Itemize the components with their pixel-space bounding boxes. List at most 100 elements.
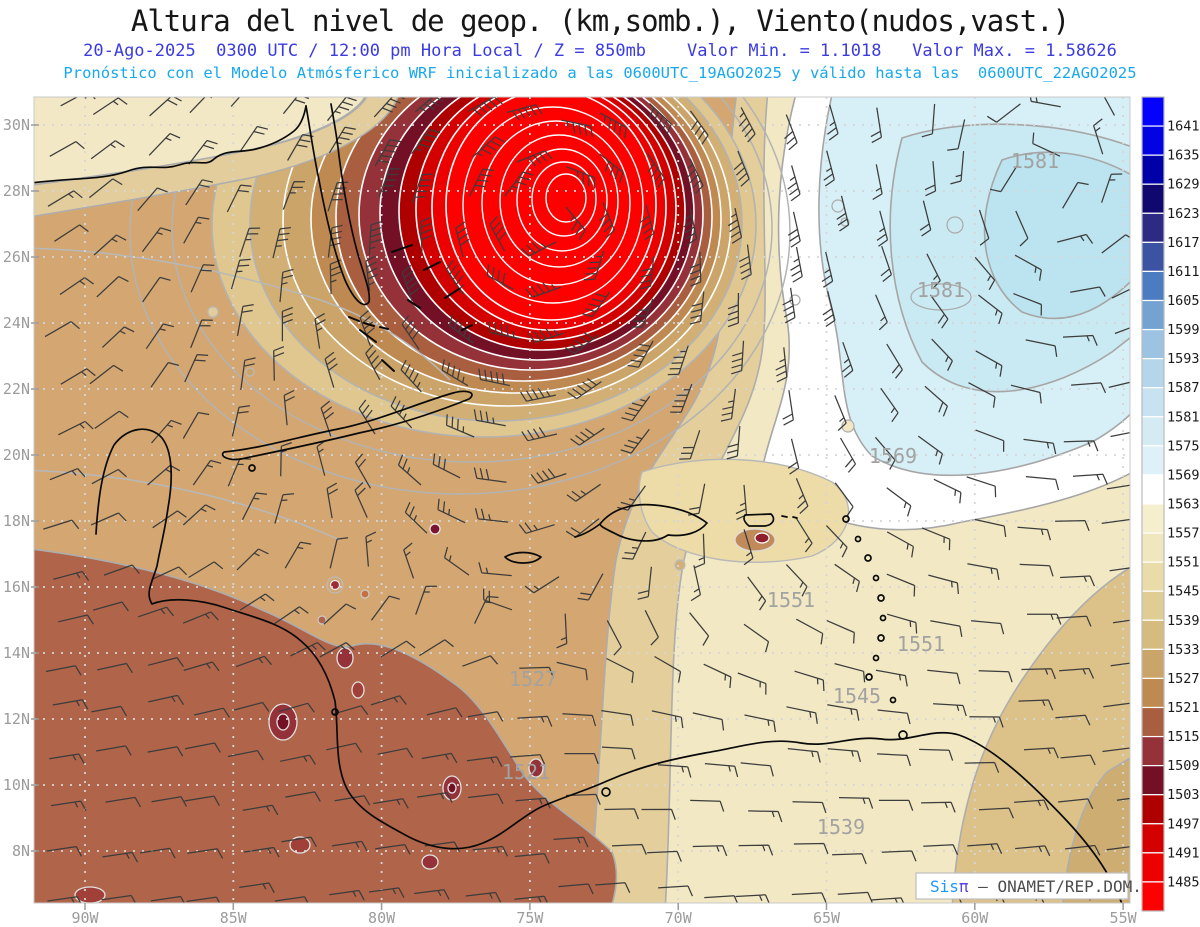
colorbar-cell — [1141, 241, 1165, 273]
coast-puerto-rico — [743, 513, 798, 527]
hispaniola-pocket — [638, 458, 850, 563]
wind-barb — [726, 426, 741, 460]
wind-barb — [525, 282, 562, 298]
colorbar-cell — [1141, 677, 1165, 709]
wind-barb — [516, 150, 553, 167]
wind-barb — [978, 807, 1014, 819]
wind-barb — [931, 338, 953, 371]
colorbar-tick-label: 1605 — [1167, 293, 1200, 309]
colorbar-tick-label: 1485 — [1167, 874, 1200, 890]
lat-tick-label: 20N — [3, 446, 30, 464]
wind-barb — [1015, 210, 1029, 247]
wind-barb — [411, 173, 434, 204]
wind-barb — [403, 542, 415, 579]
wind-barb — [320, 400, 334, 437]
wind-barb — [654, 655, 682, 683]
colorbar-cell — [1141, 445, 1165, 476]
wind-barb — [518, 522, 555, 534]
speckle-contours — [207, 199, 972, 625]
wind-barb — [738, 107, 756, 143]
wind-barb — [506, 104, 543, 121]
wind-barb — [886, 531, 915, 558]
wind-barb — [150, 895, 185, 903]
axis-labels: 30N 28N 26N 24N 22N 20N 18N 16N 14N 12N 10N 8N 90W 85… — [3, 116, 1138, 927]
colorbar-cell — [1141, 212, 1165, 243]
wind-barb — [823, 150, 835, 187]
wind-barb — [49, 753, 85, 764]
wind-barb — [147, 746, 184, 757]
wind-barb — [704, 895, 739, 903]
wind-barb — [482, 588, 513, 611]
wind-barb — [880, 387, 899, 423]
wind-barb — [647, 850, 682, 862]
wind-barb — [239, 882, 275, 893]
wind-barb — [445, 414, 475, 438]
colorbar-frame — [1141, 96, 1165, 912]
region-ca-sienna — [34, 548, 618, 903]
wind-barb — [834, 563, 861, 593]
wind-barb — [101, 894, 137, 903]
colorbar-cell — [1141, 299, 1165, 331]
colorbar-cell — [1141, 735, 1165, 767]
wind-barb — [834, 482, 854, 517]
wind-barb — [1029, 97, 1061, 108]
region-hispaniola-cream — [638, 458, 850, 563]
colorbar-tick-label: 1503 — [1167, 787, 1200, 803]
coast-continental — [95, 428, 1123, 903]
colorbar: 1641 1635 1629 1623 1617 1611 1605 1599 1593 1587… — [1141, 96, 1200, 912]
wind-barb — [51, 800, 87, 812]
wind-barb — [517, 715, 553, 727]
wind-barb — [242, 804, 279, 816]
coast-lake-nicaragua — [331, 708, 339, 716]
wind-barb — [598, 202, 616, 239]
wind-barb — [354, 482, 368, 518]
wind-barb — [141, 227, 172, 253]
wind-barb — [46, 845, 83, 857]
wind-barb — [60, 368, 96, 385]
wind-barb — [145, 323, 175, 350]
wind-barb — [917, 435, 943, 465]
wind-barb — [329, 889, 365, 901]
wind-barb — [933, 478, 962, 504]
wind-barb — [1106, 484, 1130, 490]
wind-barb — [689, 251, 702, 287]
wind-barb — [326, 742, 363, 753]
colorbar-tick-label: 1551 — [1167, 555, 1200, 571]
wind-barb — [239, 227, 261, 257]
colorbar-tick-label: 1563 — [1167, 497, 1200, 513]
contour-label: 1551 — [897, 632, 945, 656]
wind-barb — [1032, 132, 1061, 157]
wind-barb — [377, 747, 414, 759]
wind-barb — [611, 843, 647, 855]
wind-barb — [521, 241, 557, 257]
wind-barb — [641, 808, 676, 820]
wind-barb — [58, 420, 94, 436]
wind-barb — [606, 657, 634, 684]
wind-barb — [1103, 97, 1116, 116]
wind-barb — [284, 541, 312, 569]
wind-barb — [1101, 234, 1130, 254]
wind-barb — [875, 294, 888, 331]
wind-barb — [274, 896, 309, 903]
wind-barb — [187, 848, 224, 859]
wind-barb — [1025, 475, 1060, 491]
map-frame — [33, 96, 1131, 904]
wind-barb — [929, 294, 949, 329]
lon-tick-label: 65W — [813, 909, 841, 927]
wind-barb — [886, 613, 918, 634]
wind-barb — [378, 168, 401, 198]
wind-barb — [620, 428, 650, 454]
ring-core — [445, 97, 657, 321]
wind-barb — [553, 836, 589, 848]
wind-barb — [273, 346, 285, 381]
wind-barb — [45, 665, 82, 676]
wind-barb — [694, 533, 706, 569]
coast-cuba — [221, 390, 473, 461]
wind-barb — [878, 799, 914, 811]
wind-barb — [194, 707, 230, 718]
wind-barb — [1056, 615, 1092, 627]
colorbar-cell — [1141, 590, 1165, 621]
wind-barb — [877, 709, 911, 725]
wind-barb — [877, 753, 911, 767]
wind-barb — [274, 493, 295, 524]
